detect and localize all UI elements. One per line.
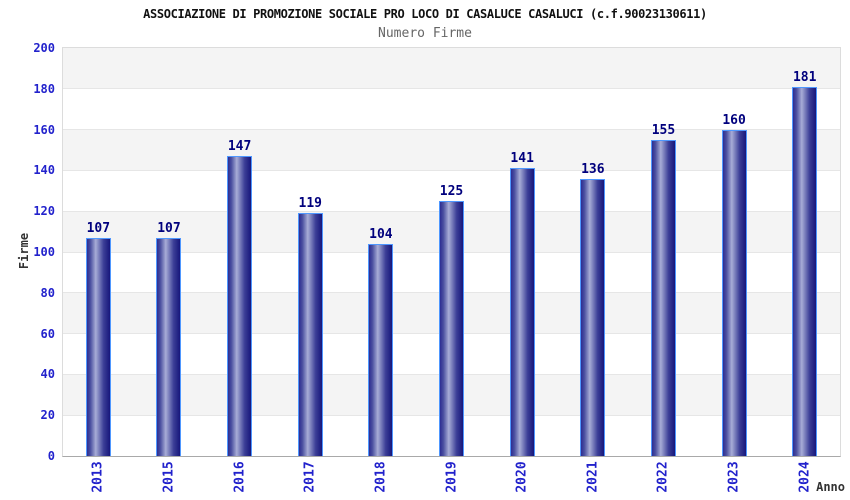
bar-2015 (156, 237, 182, 456)
y-tick-label: 140 (33, 163, 55, 178)
chart-subtitle: Numero Firme (378, 26, 472, 41)
bar-2022 (650, 139, 676, 456)
bar-column: 119 2017 (275, 48, 346, 493)
y-tick-label: 100 (33, 245, 55, 259)
x-tick-label: 2017 (302, 461, 318, 493)
bar-2024 (792, 86, 818, 456)
bar-value-label: 107 (157, 220, 181, 236)
y-tick-label: 180 (33, 81, 55, 96)
grid-band (63, 128, 840, 170)
bar-value-label: 155 (651, 122, 676, 138)
y-tick-label: 120 (33, 204, 55, 219)
x-tick-label: 2019 (444, 461, 460, 493)
x-tick-label: 2020 (514, 461, 530, 493)
bar-2019 (439, 201, 465, 456)
y-tick-label: 40 (40, 367, 55, 382)
bar-2017 (297, 213, 323, 456)
x-tick-label: 2016 (232, 461, 248, 493)
bar-value-label: 160 (722, 112, 746, 128)
plot-area: 0 20 40 60 80 100 120 140 160 180 200 107 2013 107 20… (33, 41, 841, 493)
x-axis-title: Anno (816, 480, 845, 494)
y-tick-label: 80 (40, 285, 55, 300)
x-tick-label: 2021 (585, 461, 601, 493)
grid-band (63, 87, 840, 129)
bar-value-label: 125 (439, 184, 464, 199)
bar-column: 125 2019 (416, 48, 487, 493)
bar-value-label: 136 (581, 161, 605, 177)
y-tick-label: 160 (33, 122, 55, 137)
bar-value-label: 147 (227, 139, 252, 155)
bar-2013 (85, 237, 111, 456)
y-axis-title: Firme (17, 232, 32, 270)
chart-title: ASSOCIAZIONE DI PROMOZIONE SOCIALE PRO L… (143, 7, 707, 21)
bar-2016 (227, 156, 253, 456)
y-tick-label: 200 (33, 41, 55, 55)
bar-column: 107 2013 (63, 48, 134, 493)
grid-band (63, 48, 840, 88)
bar-column: 141 2020 (487, 48, 558, 493)
bar-column: 147 2016 (204, 48, 275, 493)
x-tick-label: 2022 (655, 461, 671, 493)
x-tick-label: 2015 (161, 461, 177, 493)
bar-column: 181 2024 (769, 48, 840, 493)
bar-column: 104 2018 (346, 48, 417, 493)
bar-column: 155 2022 (628, 48, 699, 493)
bar-value-label: 119 (298, 196, 322, 212)
bar-column: 107 2015 (134, 48, 205, 493)
y-tick-label: 60 (40, 326, 55, 341)
bars-container: 107 2013 107 2015 147 2016 119 2017 104 2018 125 20… (63, 48, 840, 493)
x-tick-label: 2023 (726, 461, 742, 493)
x-tick-label: 2024 (797, 461, 813, 493)
y-tick-label: 0 (47, 449, 55, 463)
bar-2020 (509, 168, 535, 456)
bar-2018 (368, 243, 394, 456)
bar-value-label: 104 (369, 226, 393, 242)
y-axis-tick-labels: 0 20 40 60 80 100 120 140 160 180 200 (33, 41, 840, 463)
x-tick-label: 2018 (373, 461, 389, 493)
bar-2023 (721, 129, 747, 456)
x-tick-label: 2013 (90, 461, 106, 493)
bar-column: 136 2021 (557, 48, 628, 493)
bar-2021 (580, 178, 606, 456)
bar-value-label: 107 (86, 220, 111, 236)
y-tick-label: 20 (40, 408, 55, 423)
bar-value-label: 141 (510, 151, 534, 167)
bar-column: 160 2023 (699, 48, 770, 493)
bar-value-label: 181 (792, 69, 817, 85)
